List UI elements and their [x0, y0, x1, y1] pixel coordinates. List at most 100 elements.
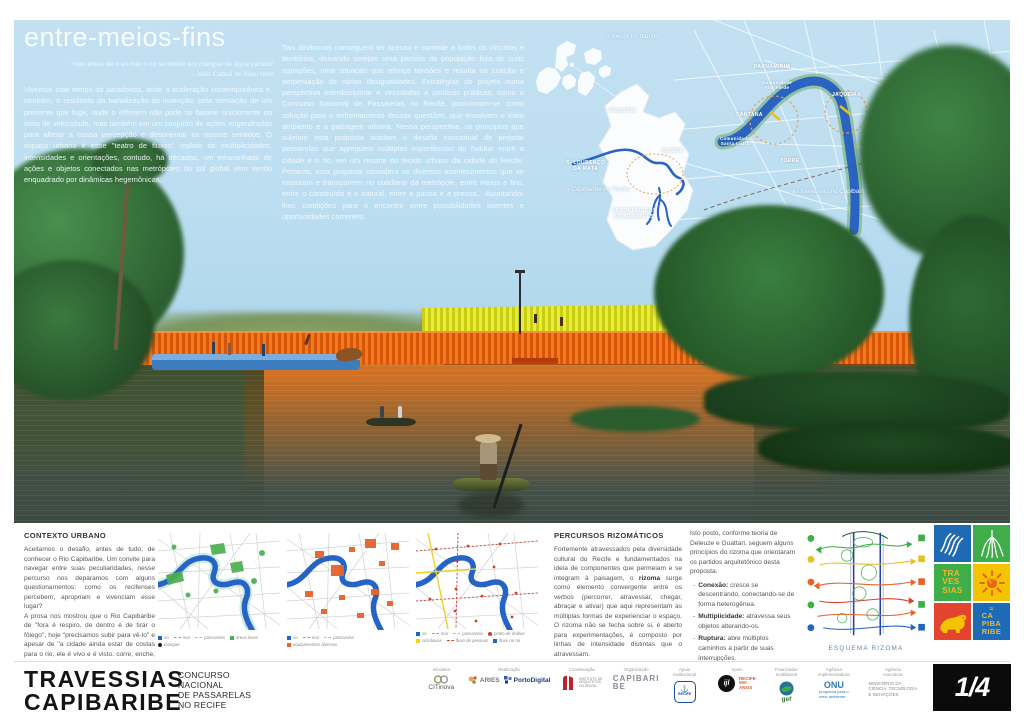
main-canoe [452, 478, 530, 491]
recife-map [571, 83, 694, 251]
page-number-box: 1/4 [933, 664, 1011, 711]
contexto-heading: CONTEXTO URBANO [24, 531, 106, 540]
legend-areas-livres: rio mar passarelas áreas livres mangue [158, 635, 280, 647]
onu-logo: ONU programa para o meio ambiente [819, 679, 849, 699]
sponsor-group-apoio: Apoio ijl RECIFE 500 ANOS [707, 667, 767, 693]
lamppost [519, 272, 521, 334]
intro-paragraph-2: Tais dinâmicas conseguem ter acesso e co… [282, 43, 524, 221]
sponsor-strip: Iniciativa CITinova Realização ARIES Por… [418, 667, 924, 703]
aries-icon [468, 676, 477, 685]
label-vila-verde: Comunidade Vila Verde [762, 80, 793, 91]
portodigital-logo: PortoDigital [503, 676, 550, 684]
principle-item: - Multiplicidade: atravessa seus objetos… [693, 613, 791, 630]
percursos-principles: Isto posto, conforme teoria de Deleuze e… [690, 529, 796, 663]
capybara-icon [939, 614, 966, 633]
board-title: entre-meios-fins [24, 22, 226, 52]
sponsor-group-financiador: Financiador multilateral gef [767, 667, 806, 703]
aries-logo: ARIES [468, 675, 500, 685]
label-torre: TORRE [780, 158, 800, 164]
footer-brand: TRAVESSIAS CAPIBARIBE [24, 667, 184, 716]
legend-item: ciclofaixas [416, 638, 442, 643]
deck-figures [212, 342, 215, 354]
contexto-body: Aceitamos o desafio, antes de tudo, de c… [24, 546, 155, 668]
rizoma-caption: ESQUEMA RIZOMA [828, 645, 904, 652]
ijl-logo: ijl [717, 675, 735, 693]
rizoma-diagram [807, 531, 925, 636]
sponsor-group-apoio-institucional: Apoio institucional ⚓ RECIFE [662, 667, 707, 703]
logo-tile-river [934, 525, 971, 562]
pedestrian-figures [534, 314, 537, 323]
travessias-wordmark: TRA VES SIAS [942, 568, 963, 595]
logo-tile-sun [973, 564, 1010, 601]
map-areas-livres [158, 533, 280, 630]
legend-equipamentos: rio mar passarelas equipamentos diversos [287, 635, 409, 647]
legend-item: passarelas [195, 635, 225, 640]
legend-item: passarelas [324, 635, 354, 640]
sponsor-role: Coordenação [568, 667, 596, 672]
street-map-caption: as travessias no Capibaribe [792, 188, 870, 195]
shoreline-bushes [704, 372, 1010, 430]
percursos-body: Fortemente atravessados pela diversidade… [554, 546, 682, 659]
small-canoe-figures [380, 406, 384, 418]
bridge-render: o Recife no mundo PAULISTA OLINDA S. LOU… [14, 20, 1010, 523]
paddler-body [480, 440, 497, 480]
river-waves-icon [939, 532, 963, 557]
sponsor-role: Agência implementadora [818, 667, 850, 678]
sponsor-role: Apoio institucional [673, 667, 697, 678]
sponsor-role: Agência executora [883, 667, 903, 678]
label-paulista: PAULISTA [609, 108, 637, 114]
gef-logo: gef [779, 681, 794, 703]
sponsor-group-organizacao: Organização CAPIBARI BE [610, 667, 662, 690]
mcti-logo: MINISTÉRIO DA CIÊNCIA, TECNOLOGIA E INOV… [868, 680, 918, 697]
map-mobilidade [416, 533, 538, 630]
legend-item: áreas livres [229, 635, 258, 640]
sponsor-group-executora: Agência executora MINISTÉRIO DA CIÊNCIA,… [862, 667, 924, 697]
world-map [536, 41, 650, 121]
sponsor-role: Apoio [731, 667, 743, 672]
legend-item: rio [416, 631, 427, 636]
wave-glyph-icon: ≈ [989, 605, 994, 613]
logo-tile-travessias: TRA VES SIAS [934, 564, 971, 601]
label-santana: SANTANA [736, 112, 763, 118]
sponsor-group-coordenacao: Coordenação INSTITUTO DE ARQUITETOS DO B… [554, 667, 610, 691]
label-santa-luzia: Comunidade Santa Luzia [720, 136, 751, 147]
label-jaboatao: JABOATÃO DOS GUARARAPES [612, 208, 657, 221]
map-equipamentos [287, 533, 409, 630]
lamppost-head [515, 270, 525, 273]
logo-tile-roots [973, 525, 1010, 562]
sponsor-role: Realização [498, 667, 520, 672]
legend-item: mar [431, 631, 448, 636]
sponsor-group-implementadora: Agência implementadora ONU programa para… [806, 667, 862, 699]
brand-line-2: CAPIBARIBE [24, 689, 183, 716]
legend-item: equipamentos diversos [287, 642, 337, 647]
footer-divider [14, 661, 1010, 662]
recife-map-caption: o Capibaribe no Recife [566, 186, 631, 193]
footer-subtitle: CONCURSO NACIONAL DE PASSARELAS NO RECIF… [178, 670, 252, 710]
legend-item: fluxo no rio [493, 638, 520, 643]
recife-seal-logo: ⚓ RECIFE [673, 680, 696, 703]
capibaribe-org-logo: CAPIBARI BE [612, 674, 660, 691]
logo-tile-capibaribe: ≈ CA PIBA RIBE [973, 603, 1010, 640]
small-canoe [366, 418, 416, 426]
sun-icon [978, 569, 1005, 596]
principle-item: - Ruptura: abre múltiplos caminhos a par… [693, 635, 774, 662]
epigraph-quote: "mas antes de ir ao mar o rio se detém e… [70, 61, 274, 68]
paddler-hat [475, 434, 501, 443]
capibaribe-wordmark: CA PIBA RIBE [981, 610, 1002, 636]
principle-item: - Conexão: cresce se descentrando, conec… [693, 581, 795, 608]
label-olinda: OLINDA [662, 148, 684, 154]
intro-paragraph-1: Vivemos este tempo de paradoxos, onde a … [24, 85, 272, 184]
palm-fronds [92, 138, 168, 184]
legend-item: mar [173, 635, 190, 640]
canoe-reflection [458, 492, 524, 518]
citinova-logo: CITinova [428, 675, 454, 691]
tree-right-mid2 [654, 205, 884, 380]
footer: TRAVESSIAS CAPIBARIBE CONCURSO NACIONAL … [0, 662, 1024, 723]
legend-item: fluxo de pessoas [446, 638, 488, 643]
roots-icon [980, 529, 1004, 558]
legend-mobilidade: rio mar passarelas ponto de ônibus ciclo… [416, 631, 542, 643]
mangrove-front [758, 422, 1010, 474]
label-parnamirim: PARNAMIRIM [754, 64, 791, 70]
iab-logo-text: INSTITUTO DE ARQUITETOS DO BRASIL [579, 676, 603, 689]
